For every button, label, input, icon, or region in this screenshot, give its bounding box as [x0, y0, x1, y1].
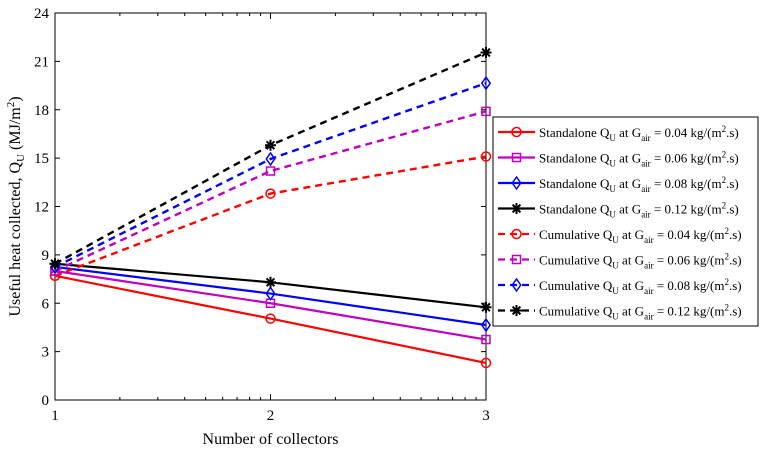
legend-entry: Cumulative QU at Gair = 0.08 kg/(m2.s) [539, 277, 742, 296]
legend-box [492, 116, 759, 327]
legend-entry: Cumulative QU at Gair = 0.04 kg/(m2.s) [539, 226, 742, 245]
data-point [265, 166, 276, 176]
legend-entry: Standalone QU at Gair = 0.12 kg/(m2.s) [539, 201, 739, 220]
series-line-1 [54, 274, 487, 364]
data-point [265, 139, 276, 151]
data-point [480, 47, 492, 59]
legend-entry: Standalone QU at Gair = 0.08 kg/(m2.s) [539, 175, 739, 194]
data-point [480, 317, 492, 333]
series-line-5 [54, 155, 487, 277]
legend-marker [511, 228, 522, 240]
y-tick-label: 6 [42, 296, 50, 312]
data-point [265, 313, 276, 324]
y-tick-label: 15 [34, 151, 49, 167]
data-point [481, 334, 491, 345]
y-tick-label: 0 [42, 393, 50, 409]
asterisk-stroke [511, 203, 522, 214]
legend-entry: Cumulative QU at Gair = 0.06 kg/(m2.s) [539, 252, 742, 271]
series-line-6 [54, 110, 487, 273]
data-point [49, 270, 61, 282]
asterisk-stroke [511, 305, 522, 316]
data-point [265, 188, 276, 199]
legend-marker [511, 203, 522, 214]
asterisk-stroke [265, 277, 276, 287]
legend-marker [511, 175, 522, 191]
series-line-2 [54, 269, 487, 341]
series-line-7 [54, 82, 487, 269]
y-tick-label: 12 [34, 200, 49, 216]
x-tick-label: 2 [267, 408, 275, 424]
asterisk-stroke [265, 140, 276, 150]
legend-marker [511, 126, 522, 138]
asterisk-stroke [481, 302, 491, 312]
data-point [481, 106, 491, 117]
data-point [480, 75, 492, 91]
data-point [480, 357, 492, 369]
data-point [49, 258, 61, 270]
data-point [265, 286, 276, 301]
y-tick-label: 18 [34, 103, 49, 119]
legend-marker [511, 254, 522, 265]
legend-marker [511, 152, 522, 163]
x-tick-label: 1 [51, 408, 59, 424]
data-point [49, 259, 61, 275]
data-point [480, 151, 492, 162]
data-point [265, 276, 276, 288]
legend: Standalone QU at Gair = 0.04 kg/(m2.s) St… [492, 116, 759, 327]
legend-entry: Standalone QU at Gair = 0.06 kg/(m2.s) [539, 150, 739, 169]
legend-entry: Standalone QU at Gair = 0.04 kg/(m2.s) [539, 124, 739, 143]
axes-frame [54, 12, 487, 401]
y-tick-label: 3 [42, 345, 50, 361]
x-tick-label: 3 [482, 408, 490, 424]
y-tick-label: 24 [34, 6, 50, 22]
x-axis-label: Number of collectors [203, 431, 339, 448]
legend-entry: Cumulative QU at Gair = 0.12 kg/(m2.s) [539, 303, 742, 322]
y-tick-label: 9 [42, 248, 50, 264]
data-point [265, 151, 276, 167]
legend-marker [511, 277, 522, 293]
legend-marker [511, 305, 522, 316]
y-tick-label: 21 [34, 54, 49, 70]
y-axis-label: Useful heat collected, QU (MJ/m2) [5, 96, 27, 316]
asterisk-stroke [50, 259, 60, 269]
data-point [480, 301, 492, 313]
asterisk-stroke [481, 47, 491, 58]
series-line-3 [54, 265, 487, 327]
